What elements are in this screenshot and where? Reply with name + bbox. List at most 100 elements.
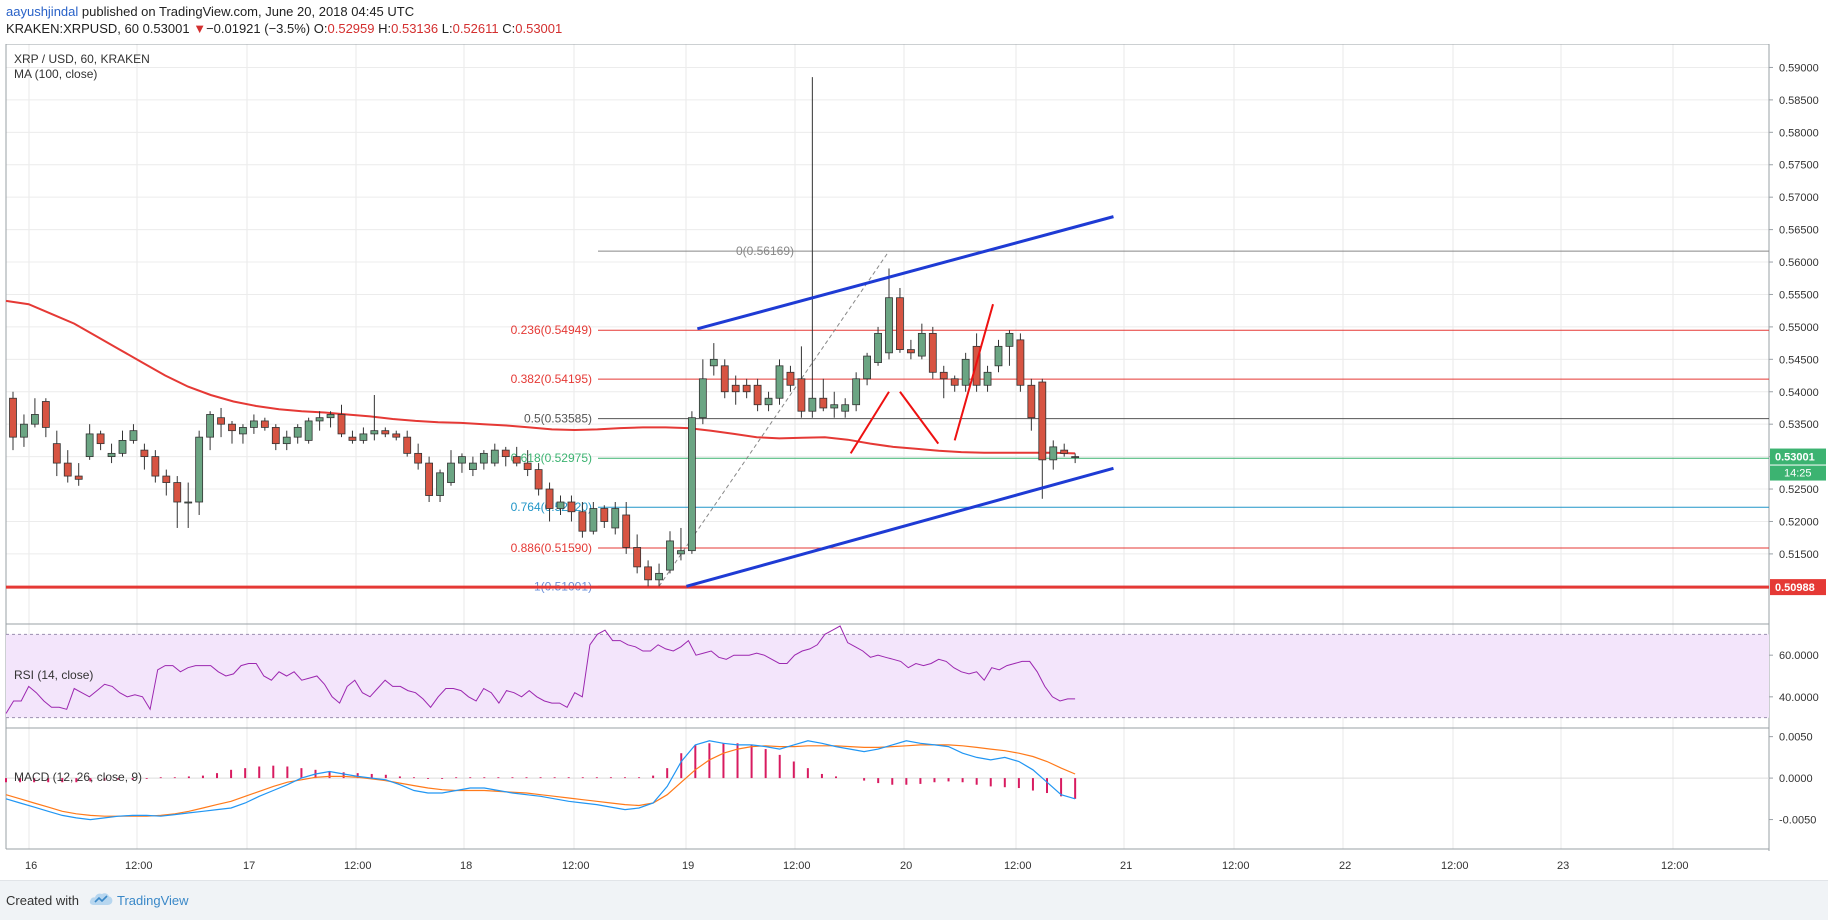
support-price-label: 0.50988	[1775, 582, 1815, 594]
tradingview-link[interactable]: TradingView	[117, 893, 189, 908]
y-tick-label: 0.57500	[1779, 160, 1819, 172]
candle	[425, 456, 434, 503]
candle-body	[698, 378, 707, 419]
candle	[841, 398, 850, 418]
candle-body	[961, 358, 970, 386]
candle-body	[195, 436, 204, 503]
y-tick-label: 0.55500	[1779, 289, 1819, 301]
x-tick-label: 17	[243, 860, 255, 872]
candle-body	[688, 417, 696, 552]
candle-body	[1016, 339, 1025, 386]
y-tick-label: 0.54500	[1779, 354, 1819, 366]
high-label: H:	[378, 21, 392, 36]
candle-body	[392, 433, 401, 438]
low-value: 0.52611	[452, 21, 499, 36]
candle	[468, 456, 477, 477]
candle	[414, 443, 423, 470]
candle	[764, 391, 773, 412]
candle-body	[425, 462, 434, 496]
candle	[392, 430, 401, 441]
candle	[852, 372, 861, 412]
candle-body	[173, 482, 182, 503]
projection-stroke	[953, 303, 994, 441]
candle	[30, 398, 39, 428]
candle	[1005, 330, 1014, 366]
fibonacci-retracement[interactable]: 0(0.56169) 0.236(0.54949) 0.382(0.54195) 0.…	[6, 244, 1769, 593]
candle-body	[917, 332, 926, 357]
candle	[293, 424, 302, 444]
candle-body	[348, 436, 357, 441]
fib-trend-line	[658, 250, 890, 587]
candle	[545, 482, 554, 522]
x-tick-label: 12:00	[562, 860, 590, 872]
candle	[961, 352, 970, 392]
author-link[interactable]: aayushjindal	[6, 4, 79, 19]
candle-body	[52, 443, 61, 464]
candle-body	[282, 436, 291, 445]
candle-body	[666, 540, 674, 571]
candle	[567, 495, 576, 522]
candle-body	[370, 430, 379, 435]
channel-upper-line	[696, 215, 1114, 331]
candle	[217, 407, 225, 438]
y-tick-label: 0.56000	[1779, 257, 1819, 269]
macd-line	[5, 740, 1076, 821]
candle-body	[720, 365, 729, 393]
candle	[52, 430, 61, 477]
candle-body	[545, 488, 554, 509]
macd-tick-label: 0.0050	[1779, 732, 1813, 744]
projection-stroke	[849, 391, 890, 454]
footer-bar: Created with TradingView	[0, 880, 1828, 920]
candle-body	[523, 462, 532, 470]
y-tick-label: 0.56500	[1779, 225, 1819, 237]
candle	[96, 430, 105, 451]
candle-body	[742, 384, 751, 393]
candle-body	[655, 572, 663, 581]
candle-body	[107, 452, 116, 458]
rsi-pane[interactable]	[5, 625, 1769, 719]
rsi-legend: RSI (14, close)	[14, 668, 93, 682]
candle-body	[819, 397, 828, 409]
candle	[556, 495, 565, 515]
publish-info: published on TradingView.com, June 20, 2…	[81, 4, 415, 19]
x-tick-label: 12:00	[344, 860, 372, 872]
candle-body	[797, 378, 806, 412]
trend-drawings[interactable]	[686, 215, 1114, 588]
candle	[907, 339, 915, 360]
candle-body	[249, 420, 258, 428]
y-tick-label: 0.58500	[1779, 95, 1819, 107]
candle-body	[326, 414, 335, 419]
candle	[282, 430, 291, 451]
candle-body	[852, 378, 861, 406]
candle-body	[983, 371, 992, 386]
x-tick-label: 12:00	[125, 860, 153, 872]
candle-body	[1060, 449, 1069, 454]
candle-body	[63, 462, 72, 477]
y-tick-label: 0.54000	[1779, 387, 1819, 399]
candle-body	[1005, 332, 1014, 347]
candle	[950, 375, 959, 392]
candle-body	[731, 384, 740, 393]
symbol-label: KRAKEN:XRPUSD, 60	[6, 21, 139, 36]
candle-body	[304, 420, 313, 441]
candle	[1071, 453, 1080, 464]
candle	[20, 414, 28, 447]
candle-body	[709, 358, 718, 367]
trading-chart[interactable]: 0(0.56169) 0.236(0.54949) 0.382(0.54195) 0.…	[0, 44, 1828, 880]
macd-pane[interactable]	[5, 740, 1769, 821]
candle	[206, 411, 215, 451]
x-tick-label: 12:00	[783, 860, 811, 872]
y-tick-label: 0.59000	[1779, 62, 1819, 74]
candle-body	[589, 508, 598, 532]
candle	[1060, 443, 1069, 457]
candle	[874, 326, 882, 366]
tradingview-cloud-icon[interactable]	[88, 891, 114, 907]
chart-axes[interactable]: 16 12:00 17 12:00 18 12:00 19 12:00 20 12:00 21 12:…	[25, 62, 1826, 872]
fib-level-label: 0.5(0.53585)	[524, 412, 592, 426]
candle-body	[1071, 456, 1080, 459]
candle-body	[928, 332, 937, 373]
candle	[260, 417, 269, 431]
candle	[611, 502, 620, 535]
price-scale-bg	[1769, 44, 1828, 851]
countdown-badge	[1770, 465, 1826, 481]
